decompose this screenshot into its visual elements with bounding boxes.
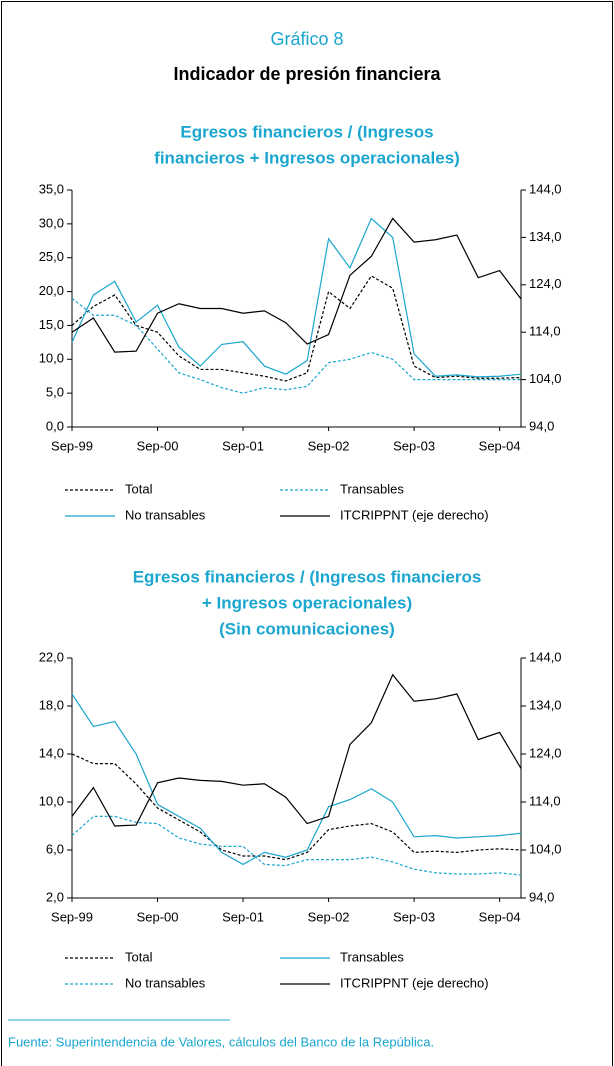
- y2-tick-label: 144,0: [529, 649, 562, 664]
- x-tick-label: Sep-03: [393, 438, 435, 453]
- x-tick-label: Sep-00: [137, 438, 179, 453]
- y-tick-label: 25,0: [39, 249, 64, 264]
- y2-tick-label: 94,0: [529, 418, 554, 433]
- legend-label: No transables: [125, 975, 206, 990]
- legend-label: ITCRIPPNT (eje derecho): [340, 507, 489, 522]
- y-tick-label: 30,0: [39, 215, 64, 230]
- y-tick-label: 10,0: [39, 793, 64, 808]
- y2-tick-label: 104,0: [529, 371, 562, 386]
- y2-tick-label: 134,0: [529, 229, 562, 244]
- y-tick-label: 22,0: [39, 649, 64, 664]
- y2-tick-label: 124,0: [529, 276, 562, 291]
- x-tick-label: Sep-01: [222, 438, 264, 453]
- chart-title: Egresos financieros / (Ingresos: [180, 122, 433, 141]
- legend-label: ITCRIPPNT (eje derecho): [340, 975, 489, 990]
- chart-title: Egresos financieros / (Ingresos financie…: [133, 567, 482, 586]
- y2-tick-label: 144,0: [529, 181, 562, 196]
- legend-label: Total: [125, 481, 153, 496]
- y2-tick-label: 104,0: [529, 841, 562, 856]
- x-tick-label: Sep-02: [308, 438, 350, 453]
- chart-title: financieros + Ingresos operacionales): [154, 148, 460, 167]
- y2-tick-label: 134,0: [529, 697, 562, 712]
- series-line: [71, 275, 522, 382]
- y-tick-label: 14,0: [39, 745, 64, 760]
- series-line: [71, 217, 522, 378]
- x-tick-label: Sep-04: [479, 438, 521, 453]
- x-tick-label: Sep-99: [51, 438, 93, 453]
- x-tick-label: Sep-01: [222, 909, 264, 924]
- y-tick-label: 2,0: [46, 889, 64, 904]
- series-line: [71, 217, 522, 353]
- series-line: [71, 673, 522, 827]
- y-tick-label: 6,0: [46, 841, 64, 856]
- x-tick-label: Sep-03: [393, 909, 435, 924]
- x-tick-label: Sep-02: [308, 909, 350, 924]
- series-line: [71, 753, 522, 861]
- series-line: [71, 693, 522, 866]
- legend-label: Transables: [340, 481, 404, 496]
- chart-title: (Sin comunicaciones): [219, 619, 395, 638]
- series-line: [71, 297, 521, 394]
- source: Fuente: Superintendencia de Valores, cál…: [8, 1034, 434, 1049]
- y-tick-label: 10,0: [39, 351, 64, 366]
- legend-label: Total: [125, 949, 153, 964]
- y2-tick-label: 114,0: [529, 793, 561, 808]
- series-line: [71, 815, 522, 876]
- legend-label: Transables: [340, 949, 404, 964]
- x-tick-label: Sep-00: [137, 909, 179, 924]
- y-tick-label: 0,0: [46, 418, 64, 433]
- chart-title: + Ingresos operacionales): [202, 593, 412, 612]
- y-tick-label: 18,0: [39, 697, 64, 712]
- axes: [71, 190, 522, 428]
- y2-tick-label: 114,0: [529, 324, 561, 339]
- figure-title: Indicador de presión financiera: [173, 64, 441, 84]
- figure-number: Gráfico 8: [270, 29, 343, 49]
- axes: [71, 658, 522, 899]
- y-tick-label: 20,0: [39, 283, 64, 298]
- legend-label: No transables: [125, 507, 206, 522]
- y-tick-label: 35,0: [39, 181, 64, 196]
- y-tick-label: 15,0: [39, 317, 64, 332]
- x-tick-label: Sep-04: [479, 909, 521, 924]
- y-tick-label: 5,0: [46, 385, 64, 400]
- x-tick-label: Sep-99: [51, 909, 93, 924]
- y2-tick-label: 94,0: [529, 889, 554, 904]
- y2-tick-label: 124,0: [529, 745, 562, 760]
